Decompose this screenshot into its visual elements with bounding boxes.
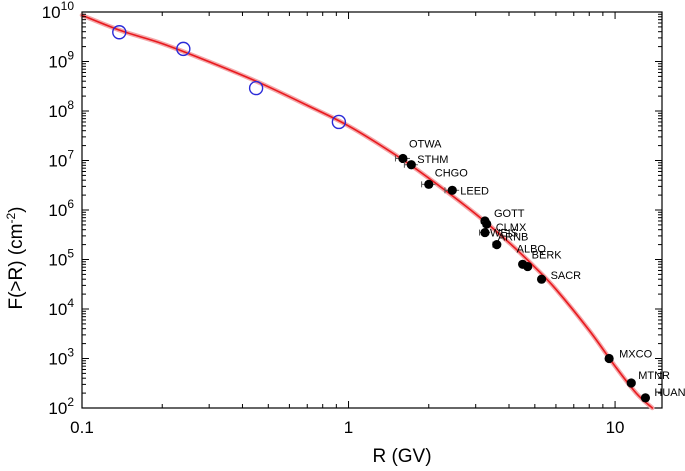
y-tick-label-base: 10 [48, 399, 67, 418]
x-tick-label: 0.1 [70, 418, 94, 437]
y-tick-label: 107 [48, 148, 74, 171]
y-axis-title-main: F(>R) (cm [6, 223, 27, 309]
station-point [424, 179, 434, 189]
station-label: ARNB [498, 232, 529, 244]
station-label: MTNR [638, 370, 670, 382]
station-point [536, 274, 547, 284]
y-tick-label-base: 10 [48, 300, 67, 319]
station-label: OTWA [409, 138, 442, 150]
station-point [640, 393, 651, 403]
y-tick-label-base: 10 [48, 152, 67, 171]
station-point [447, 185, 457, 195]
station-point [482, 219, 492, 229]
station-label: ALBQ [517, 243, 547, 255]
y-tick-label-base: 10 [48, 53, 67, 72]
station-point [523, 261, 533, 272]
y-tick-label: 1010 [42, 0, 75, 22]
y-tick-label-exponent: 2 [67, 395, 74, 409]
x-tick-label: 10 [606, 418, 625, 437]
fit-curve [81, 14, 654, 409]
station-point [480, 227, 490, 238]
station-point [492, 239, 502, 250]
y-tick-label: 105 [48, 247, 74, 270]
open-data-point [176, 41, 191, 57]
station-label: LEED [460, 185, 489, 197]
y-tick-label: 104 [48, 296, 74, 319]
y-tick-label: 102 [48, 395, 74, 418]
station-point [626, 378, 636, 388]
station-point [604, 353, 614, 364]
open-data-point [112, 25, 127, 40]
y-tick-label: 106 [48, 197, 74, 220]
y-axis-title-close: ) [6, 206, 27, 212]
y-tick-label-exponent: 8 [67, 98, 74, 112]
y-tick-label-exponent: 10 [61, 0, 75, 13]
station-label: GOTT [494, 208, 525, 220]
station-point [398, 153, 408, 164]
y-tick-label-exponent: 6 [67, 197, 74, 211]
y-tick-label-base: 10 [48, 102, 67, 121]
station-point [406, 160, 416, 170]
x-axis-title: R (GV) [372, 446, 431, 467]
open-data-point [248, 80, 264, 96]
station-label: BERK [532, 250, 563, 262]
y-tick-label-exponent: 7 [67, 148, 74, 162]
y-axis-title: F(>R) (cm-2) [4, 206, 27, 309]
station-label: CLMX [496, 222, 527, 234]
y-tick-label-exponent: 9 [67, 49, 74, 63]
station-label: WEIS [490, 228, 518, 240]
fit-curve-layer [79, 12, 655, 411]
y-tick-label-base: 10 [48, 251, 67, 270]
open-data-point [331, 114, 347, 130]
x-tick-label: 1 [344, 418, 353, 437]
y-tick-label-base: 10 [48, 201, 67, 220]
y-tick-label: 103 [48, 346, 74, 369]
station-label: STHM [417, 154, 448, 166]
y-tick-label-base: 10 [42, 3, 61, 22]
station-label: HUAN [654, 387, 685, 399]
station-label: MXCO [619, 349, 652, 361]
y-tick-label-exponent: 4 [67, 296, 74, 310]
y-axis-title-exponent: -2 [4, 212, 18, 223]
y-tick-label-exponent: 5 [67, 247, 74, 261]
station-label: CHGO [435, 167, 468, 179]
y-tick-label-exponent: 3 [67, 346, 74, 360]
y-tick-label: 109 [48, 49, 74, 72]
y-tick-label: 108 [48, 98, 74, 121]
station-label: SACR [551, 270, 582, 282]
y-tick-label-base: 10 [48, 350, 67, 369]
